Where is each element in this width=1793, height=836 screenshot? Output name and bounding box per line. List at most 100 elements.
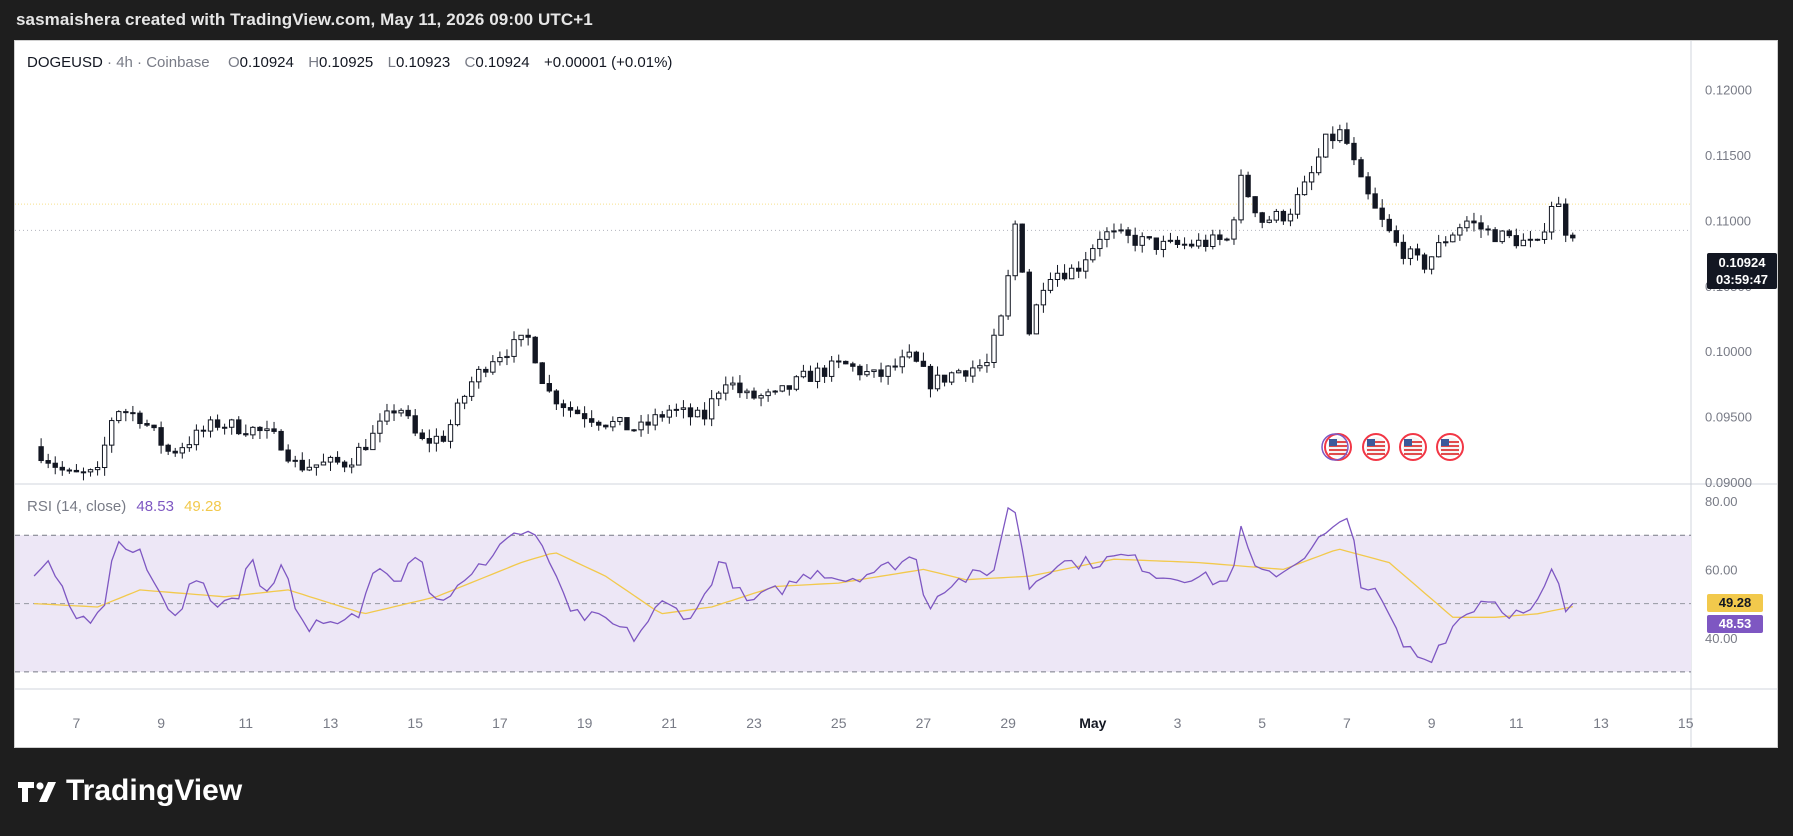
candle-body[interactable] xyxy=(998,315,1004,336)
candle-body[interactable] xyxy=(899,356,905,368)
candle-body[interactable] xyxy=(1485,228,1491,231)
candle-body[interactable] xyxy=(1259,212,1265,223)
candle-body[interactable] xyxy=(1280,210,1287,222)
candle-body[interactable] xyxy=(828,360,835,377)
candle-body[interactable] xyxy=(821,367,828,377)
candle-body[interactable] xyxy=(391,410,397,414)
candle-body[interactable] xyxy=(1351,142,1357,161)
candle-body[interactable] xyxy=(433,435,440,444)
candle-body[interactable] xyxy=(1287,213,1294,222)
candle-body[interactable] xyxy=(1471,220,1477,224)
candle-body[interactable] xyxy=(313,464,320,468)
candle-body[interactable] xyxy=(927,365,934,390)
candle-body[interactable] xyxy=(1125,229,1131,236)
candle-body[interactable] xyxy=(87,469,94,473)
candle-body[interactable] xyxy=(857,365,863,376)
candle-body[interactable] xyxy=(1457,227,1463,236)
candle-body[interactable] xyxy=(66,469,73,472)
candle-body[interactable] xyxy=(384,410,390,422)
candle-body[interactable] xyxy=(1224,238,1230,241)
candle-body[interactable] xyxy=(1555,203,1562,207)
candle-body[interactable] xyxy=(1541,231,1548,240)
candle-body[interactable] xyxy=(624,417,630,431)
candle-body[interactable] xyxy=(1563,203,1569,236)
candle-body[interactable] xyxy=(1443,241,1449,244)
candle-body[interactable] xyxy=(1188,243,1195,247)
candle-body[interactable] xyxy=(652,414,658,426)
candle-body[interactable] xyxy=(878,369,884,377)
candle-body[interactable] xyxy=(483,368,489,373)
candle-body[interactable] xyxy=(1301,181,1308,196)
candle-body[interactable] xyxy=(1358,159,1364,178)
candle-body[interactable] xyxy=(243,433,249,436)
candle-body[interactable] xyxy=(101,444,108,469)
candle-body[interactable] xyxy=(956,370,962,374)
candle-body[interactable] xyxy=(327,456,334,463)
candle-body[interactable] xyxy=(236,419,242,435)
candle-body[interactable] xyxy=(1195,239,1202,247)
candle-body[interactable] xyxy=(716,392,722,400)
candle-body[interactable] xyxy=(1210,234,1216,247)
candle-body[interactable] xyxy=(271,428,277,432)
candle-body[interactable] xyxy=(1379,207,1385,220)
candle-body[interactable] xyxy=(511,339,517,357)
candle-body[interactable] xyxy=(59,466,65,471)
candle-body[interactable] xyxy=(405,409,411,417)
candle-body[interactable] xyxy=(285,449,291,462)
candle-body[interactable] xyxy=(1294,194,1301,215)
candle-body[interactable] xyxy=(596,421,602,426)
candle-body[interactable] xyxy=(1153,237,1160,250)
candle-body[interactable] xyxy=(109,420,115,446)
candle-body[interactable] xyxy=(843,360,849,365)
candle-body[interactable] xyxy=(970,367,976,377)
candle-body[interactable] xyxy=(306,466,313,471)
candle-body[interactable] xyxy=(920,360,927,367)
candle-body[interactable] xyxy=(158,427,164,446)
candle-body[interactable] xyxy=(363,446,369,451)
candle-body[interactable] xyxy=(1047,279,1054,291)
candle-body[interactable] xyxy=(701,409,708,420)
candle-body[interactable] xyxy=(532,336,538,364)
candle-body[interactable] xyxy=(1407,248,1414,259)
candle-body[interactable] xyxy=(137,412,143,425)
candle-body[interactable] xyxy=(151,424,157,429)
candle-body[interactable] xyxy=(45,460,51,464)
candle-body[interactable] xyxy=(264,428,270,432)
candle-body[interactable] xyxy=(1252,196,1258,214)
candle-body[interactable] xyxy=(864,371,870,376)
candle-body[interactable] xyxy=(1231,219,1237,240)
candle-body[interactable] xyxy=(1061,272,1068,280)
candle-body[interactable] xyxy=(765,391,771,397)
candle-body[interactable] xyxy=(1337,129,1343,142)
candle-body[interactable] xyxy=(518,334,524,341)
candle-body[interactable] xyxy=(123,411,129,414)
rsi-label[interactable]: RSI (14, close) xyxy=(27,498,127,515)
candle-body[interactable] xyxy=(461,395,468,404)
candle-body[interactable] xyxy=(963,370,969,377)
candle-body[interactable] xyxy=(751,390,757,399)
candle-body[interactable] xyxy=(786,385,792,390)
candle-body[interactable] xyxy=(779,385,785,392)
candle-body[interactable] xyxy=(977,365,983,369)
candle-body[interactable] xyxy=(758,395,764,399)
candle-body[interactable] xyxy=(1040,289,1047,306)
candle-body[interactable] xyxy=(1421,254,1428,270)
candle-body[interactable] xyxy=(1315,156,1322,174)
candle-body[interactable] xyxy=(80,471,87,474)
candle-body[interactable] xyxy=(1146,236,1152,239)
candle-body[interactable] xyxy=(1181,243,1188,246)
candle-body[interactable] xyxy=(836,360,842,363)
candle-body[interactable] xyxy=(588,418,595,423)
candle-body[interactable] xyxy=(1330,133,1336,142)
candle-body[interactable] xyxy=(1273,210,1280,221)
candle-body[interactable] xyxy=(454,402,461,426)
candle-body[interactable] xyxy=(723,384,729,394)
candle-body[interactable] xyxy=(1435,242,1442,258)
candle-body[interactable] xyxy=(1344,129,1350,144)
candle-body[interactable] xyxy=(214,419,221,428)
candle-body[interactable] xyxy=(800,370,807,378)
candle-body[interactable] xyxy=(1083,259,1089,272)
chart-canvas[interactable]: 0.120000.115000.110000.105000.100000.095… xyxy=(15,41,1777,747)
candle-body[interactable] xyxy=(1450,234,1456,243)
candle-body[interactable] xyxy=(871,369,877,373)
